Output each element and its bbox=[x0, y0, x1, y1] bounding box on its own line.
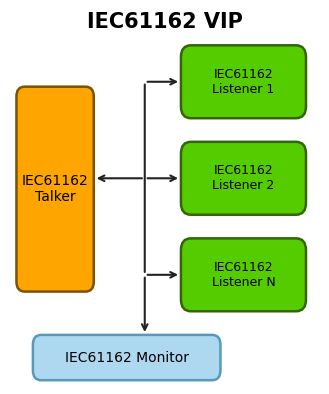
Text: IEC61162
Listener 1: IEC61162 Listener 1 bbox=[212, 68, 275, 96]
FancyBboxPatch shape bbox=[33, 335, 220, 380]
FancyBboxPatch shape bbox=[181, 45, 306, 118]
Text: IEC61162
Listener 2: IEC61162 Listener 2 bbox=[212, 164, 275, 192]
Text: IEC61162
Listener N: IEC61162 Listener N bbox=[212, 261, 275, 289]
Text: IEC61162 VIP: IEC61162 VIP bbox=[87, 12, 242, 32]
FancyBboxPatch shape bbox=[181, 142, 306, 215]
Text: IEC61162
Talker: IEC61162 Talker bbox=[22, 174, 89, 204]
FancyBboxPatch shape bbox=[16, 87, 94, 292]
FancyBboxPatch shape bbox=[181, 238, 306, 311]
Text: IEC61162 Monitor: IEC61162 Monitor bbox=[65, 351, 189, 364]
